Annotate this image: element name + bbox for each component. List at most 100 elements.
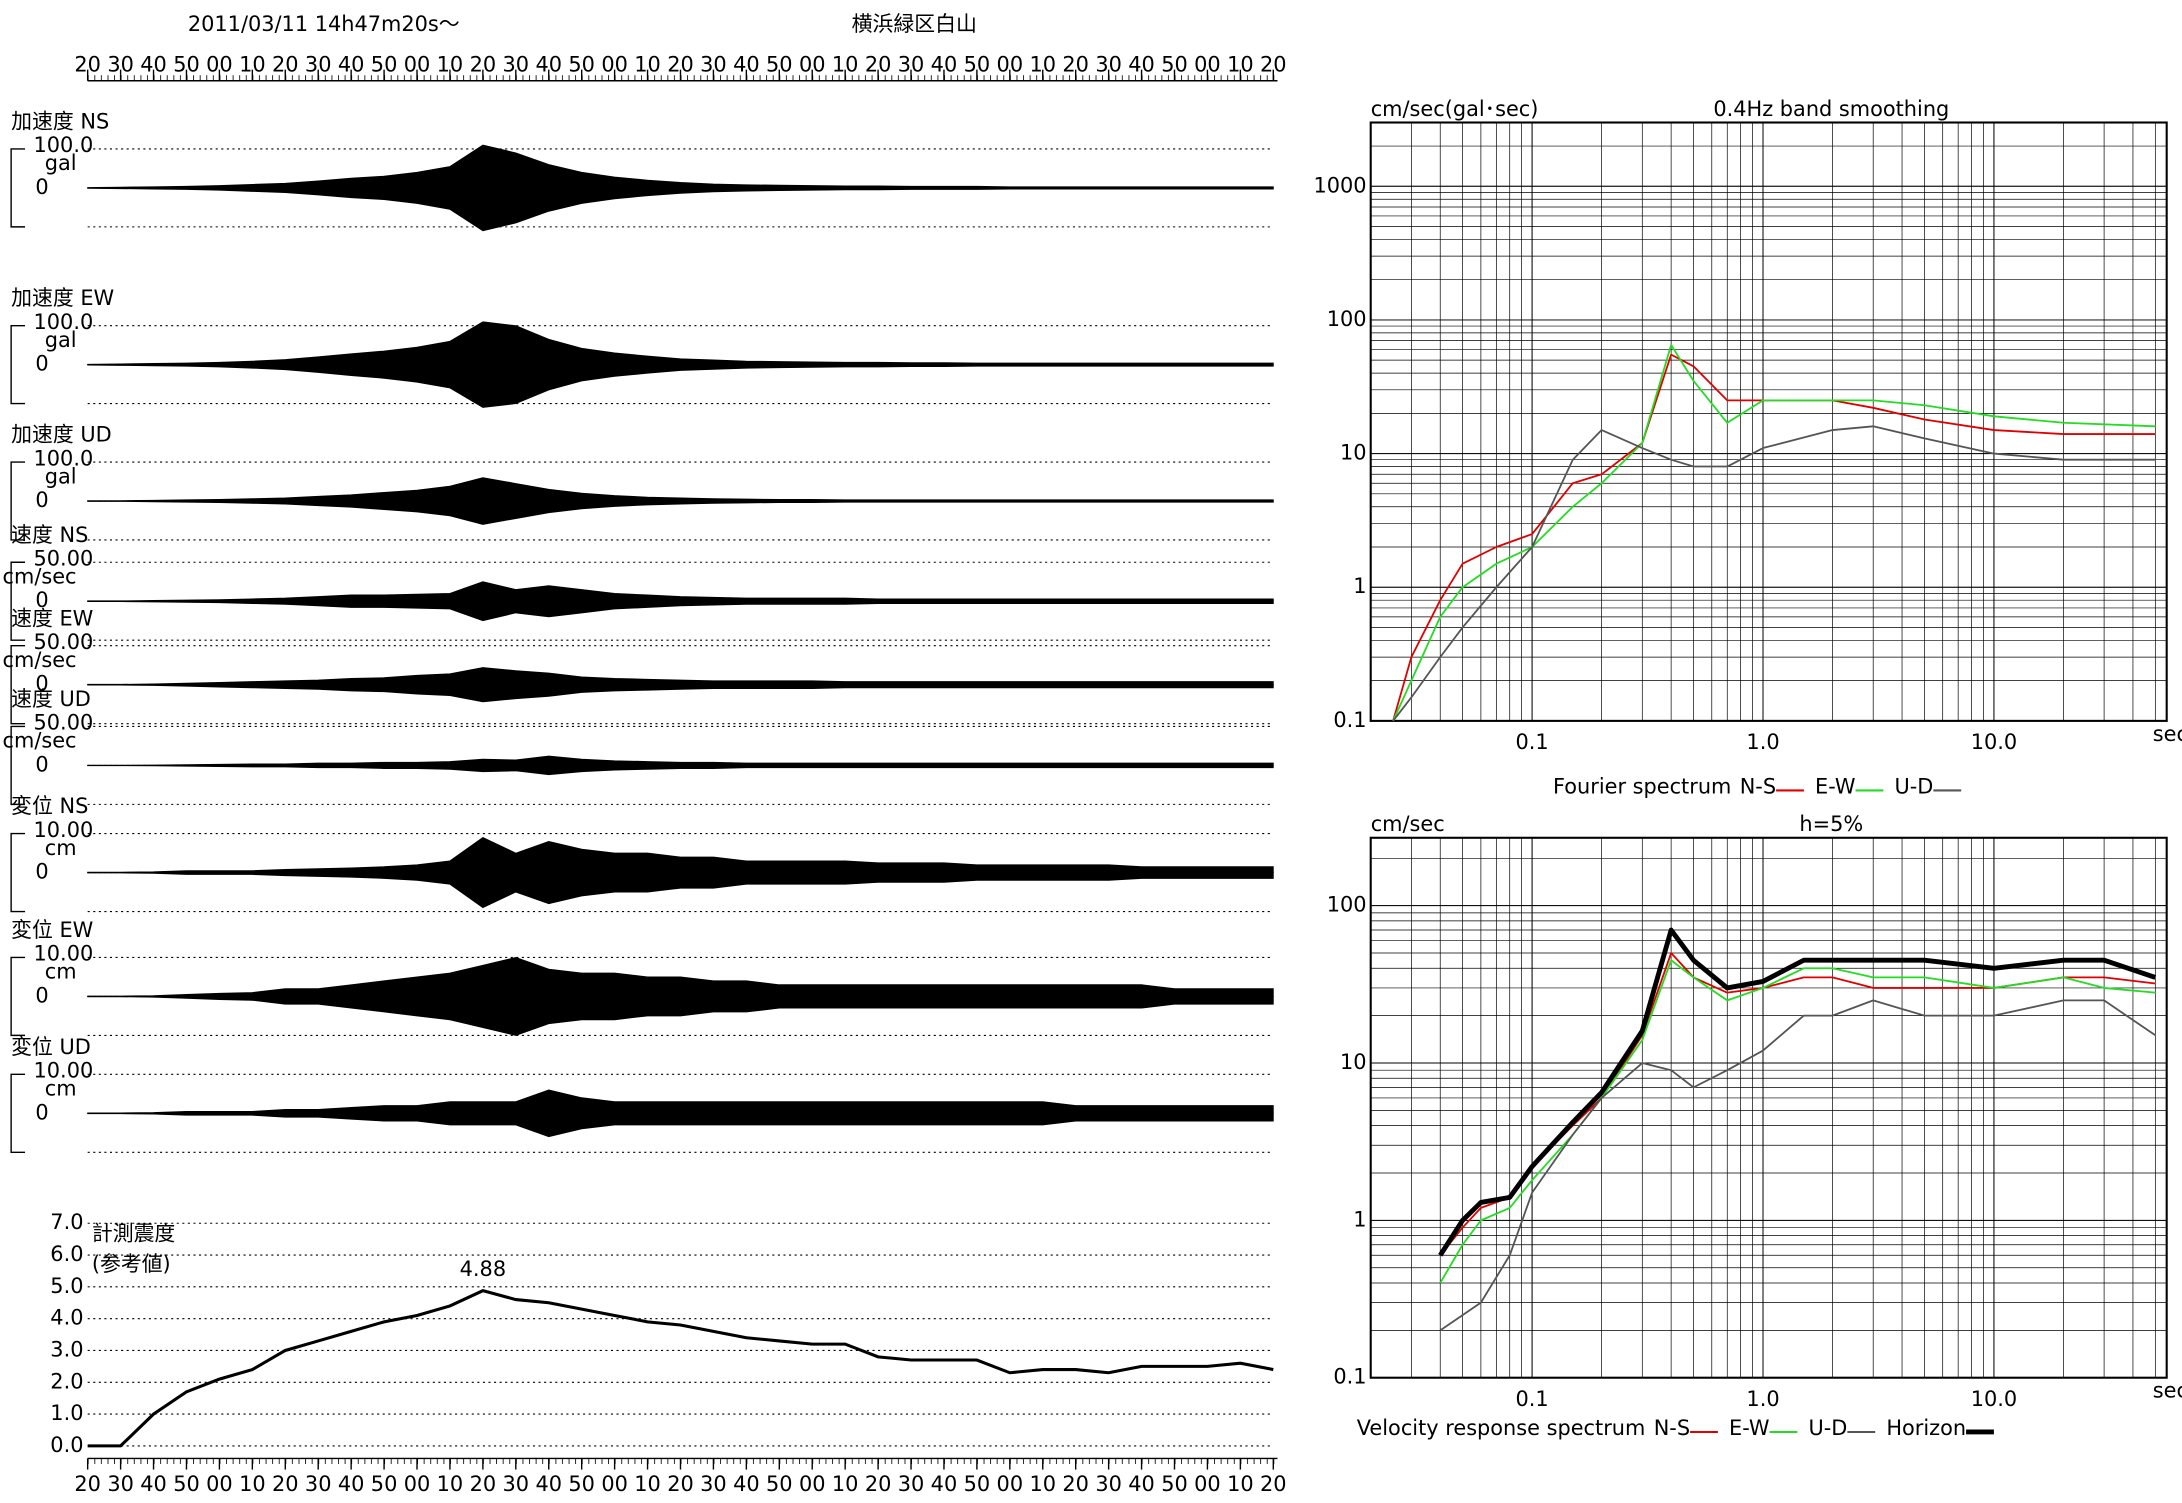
x-tick-label: 0.1	[1516, 1387, 1549, 1411]
intensity-subtitle: (参考値)	[92, 1252, 171, 1276]
x-tick-label: 20	[865, 1472, 892, 1496]
x-tick-label: 50	[371, 1472, 398, 1496]
x-tick-label: 50	[1161, 1472, 1188, 1496]
y-tick-label: 1	[1353, 574, 1366, 598]
x-tick-label: 10	[1029, 52, 1056, 76]
panel-bracket	[10, 832, 26, 913]
y-axis-label: cm/sec	[1371, 812, 1445, 836]
x-tick-label: 30	[503, 1472, 530, 1496]
x-tick-label: 40	[733, 52, 760, 76]
x-tick-label: 30	[700, 52, 727, 76]
y-tick-label: 0.0	[50, 1433, 83, 1457]
spectrum-line	[1392, 344, 2156, 722]
spectrum-line	[1392, 353, 2156, 722]
y-tick-label: 2.0	[50, 1369, 83, 1393]
trace-envelope	[87, 667, 1274, 686]
trace-envelope	[87, 957, 1274, 997]
trace-tick-label: 50.00	[34, 546, 94, 570]
trace-tick-label: 0	[35, 860, 48, 884]
y-tick-label: 10	[1340, 1050, 1367, 1074]
x-tick-label: 30	[898, 1472, 925, 1496]
x-tick-label: 20	[1260, 1472, 1287, 1496]
x-tick-label: 50	[1161, 52, 1188, 76]
x-tick-label: 10	[437, 52, 464, 76]
trace-tick-label: 0	[35, 1100, 48, 1124]
trace-envelope	[87, 764, 1274, 776]
x-tick-label: 10	[239, 1472, 266, 1496]
datetime: 2011/03/11 14h47m20s～	[188, 12, 460, 36]
panel-bracket	[10, 956, 26, 1037]
trace-envelope	[87, 477, 1274, 502]
spectrum-line	[1392, 425, 2156, 722]
x-tick-label: 50	[766, 52, 793, 76]
x-tick-label: 00	[997, 52, 1024, 76]
spectrum-line	[1439, 952, 2156, 1256]
x-tick-label: 20	[470, 1472, 497, 1496]
panel-bracket	[10, 1073, 26, 1153]
trace-tick-label: 0	[35, 588, 48, 612]
subtitle: 0.4Hz band smoothing	[1713, 97, 1949, 121]
trace-tick-label: 10.00	[34, 1059, 94, 1083]
legend-label: N-S	[1654, 1416, 1690, 1440]
y-axis-label: cm/sec(gal･sec)	[1371, 97, 1539, 121]
trace-tick-label: 0	[35, 752, 48, 776]
legend-label: U-D	[1808, 1416, 1847, 1440]
x-tick-label: 40	[535, 52, 562, 76]
x-tick-label: 30	[898, 52, 925, 76]
trace-title: 変位 UD	[11, 1035, 91, 1059]
spectrum-line	[1439, 959, 2156, 1284]
trace-unit: cm/sec	[3, 648, 77, 672]
x-tick-label: 50	[964, 52, 991, 76]
y-tick-label: 4.0	[50, 1306, 83, 1330]
x-tick-label: 40	[338, 1472, 365, 1496]
x-tick-label: 00	[206, 1472, 233, 1496]
trace-tick-label: 100.0	[34, 446, 94, 470]
x-tick-label: 00	[404, 52, 431, 76]
trace-envelope	[87, 684, 1274, 703]
trace-unit: gal	[45, 328, 77, 352]
panel-bracket	[10, 461, 26, 541]
trace-envelope	[87, 581, 1274, 602]
trace-unit: cm	[45, 960, 77, 984]
trace-unit: gal	[45, 151, 77, 175]
y-tick-label: 100	[1327, 893, 1367, 917]
x-tick-label: 20	[1062, 52, 1089, 76]
x-tick-label: 10.0	[1971, 730, 2017, 754]
panel-bracket	[10, 561, 26, 641]
trace-tick-label: 0	[35, 672, 48, 696]
y-tick-label: 3.0	[50, 1337, 83, 1361]
x-tick-label: 30	[1095, 1472, 1122, 1496]
x-tick-label: 00	[1194, 1472, 1221, 1496]
trace-envelope	[87, 837, 1274, 873]
x-tick-label: 50	[568, 52, 595, 76]
panel-bracket	[10, 725, 26, 806]
x-tick-label: 10	[437, 1472, 464, 1496]
x-tick-label: 00	[601, 52, 628, 76]
trace-unit: cm	[45, 1077, 77, 1101]
x-tick-label: 30	[107, 1472, 134, 1496]
x-tick-label: 00	[799, 52, 826, 76]
trace-envelope	[87, 1089, 1274, 1114]
y-tick-label: 5.0	[50, 1274, 83, 1298]
x-tick-label: 20	[470, 52, 497, 76]
x-tick-label: 20	[74, 52, 101, 76]
x-tick-label: 40	[140, 52, 167, 76]
x-tick-label: 10	[634, 52, 661, 76]
trace-title: 加速度 EW	[11, 286, 114, 310]
legend-title: Fourier spectrum	[1553, 775, 1731, 799]
trace-envelope	[87, 996, 1274, 1036]
y-tick-label: 6.0	[50, 1242, 83, 1266]
trace-title: 変位 EW	[11, 918, 93, 942]
legend-title: Velocity response spectrum	[1357, 1416, 1646, 1440]
y-tick-label: 1.0	[50, 1401, 83, 1425]
x-tick-label: 20	[74, 1472, 101, 1496]
spectrum-line	[1438, 927, 2157, 1257]
x-tick-label: 50	[173, 1472, 200, 1496]
trace-tick-label: 10.00	[34, 818, 94, 842]
x-tick-label: 30	[700, 1472, 727, 1496]
panel-bracket	[10, 148, 26, 228]
station: 横浜緑区白山	[852, 12, 977, 36]
trace-unit: cm/sec	[3, 565, 77, 589]
